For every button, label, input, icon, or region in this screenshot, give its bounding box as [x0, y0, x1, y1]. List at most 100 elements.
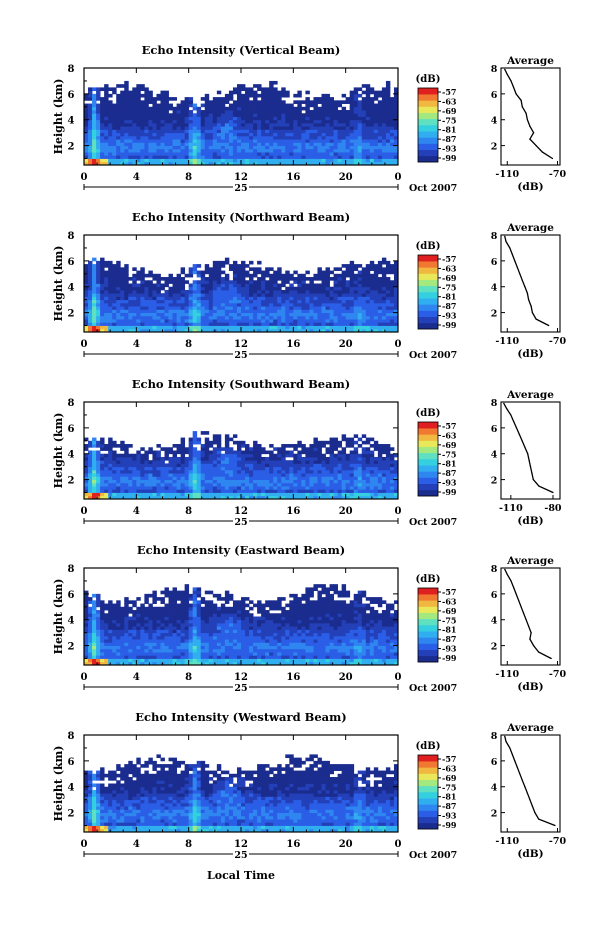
heatmap-cell [354, 284, 358, 288]
heatmap-cell [140, 126, 144, 130]
heatmap-cell [213, 303, 217, 307]
heatmap-cell [124, 444, 128, 448]
heatmap-cell [112, 136, 116, 140]
heatmap-cell [173, 136, 177, 140]
heatmap-cell [197, 473, 201, 477]
heatmap-cell [261, 136, 265, 140]
heatmap-cell [346, 287, 350, 291]
heatmap-cell [233, 441, 237, 445]
heatmap-cell [124, 326, 128, 330]
heatmap-cell [249, 159, 253, 163]
heatmap-cell [116, 463, 120, 467]
heatmap-cell [84, 600, 88, 604]
heatmap-cell [96, 296, 100, 300]
heatmap-cell [378, 313, 382, 317]
heatmap-cell [253, 155, 257, 159]
heatmap-cell [100, 123, 104, 127]
heatmap-cell [285, 110, 289, 114]
heatmap-cell [358, 107, 362, 111]
heatmap-cell [124, 480, 128, 484]
heatmap-cell [229, 113, 233, 117]
heatmap-cell [346, 139, 350, 143]
heatmap-cell [209, 290, 213, 294]
heatmap-cell [338, 267, 342, 271]
heatmap-cell [148, 129, 152, 133]
heatmap-cell [185, 306, 189, 310]
heatmap-cell [237, 313, 241, 317]
heatmap-cell [350, 139, 354, 143]
heatmap-cell [386, 296, 390, 300]
heatmap-cell [92, 152, 96, 156]
heatmap-cell [326, 155, 330, 159]
heatmap-cell [249, 326, 253, 330]
heatmap-cell [338, 306, 342, 310]
heatmap-cell [277, 303, 281, 307]
heatmap-cell [366, 84, 370, 88]
heatmap-cell [285, 326, 289, 330]
heatmap-cell [88, 444, 92, 448]
heatmap-cell [217, 473, 221, 477]
heatmap-cell [338, 110, 342, 114]
heatmap-cell [189, 486, 193, 490]
heatmap-cell [346, 152, 350, 156]
heatmap-cell [342, 139, 346, 143]
heatmap-cell [289, 480, 293, 484]
heatmap-cell [253, 444, 257, 448]
heatmap-cell [217, 149, 221, 153]
heatmap-cell [301, 274, 305, 278]
heatmap-cell [112, 113, 116, 117]
heatmap-cell [366, 142, 370, 146]
profile-point [533, 132, 534, 133]
heatmap-cell [309, 309, 313, 313]
heatmap-cell [152, 486, 156, 490]
heatmap-cell [88, 306, 92, 310]
heatmap-cell [100, 117, 104, 121]
heatmap-cell [297, 326, 301, 330]
colorbar-swatch [418, 459, 438, 465]
heatmap-cell [217, 113, 221, 117]
heatmap-cell [350, 460, 354, 464]
heatmap-cell [213, 139, 217, 143]
heatmap-cell [92, 454, 96, 458]
heatmap-cell [277, 149, 281, 153]
heatmap-cell [148, 136, 152, 140]
heatmap-cell [305, 322, 309, 326]
heatmap-cell [366, 309, 370, 313]
day-label: 25 [234, 517, 247, 528]
heatmap-cell [342, 306, 346, 310]
heatmap-cell [273, 493, 277, 497]
heatmap-cell [273, 139, 277, 143]
heatmap-cell [386, 319, 390, 323]
heatmap-cell [277, 457, 281, 461]
heatmap-cell [273, 277, 277, 281]
heatmap-cell [253, 280, 257, 284]
heatmap-cell [124, 451, 128, 455]
heatmap-cell [362, 277, 366, 281]
heatmap-cell [120, 309, 124, 313]
heatmap-cell [330, 451, 334, 455]
heatmap-cell [370, 284, 374, 288]
heatmap-cell [108, 451, 112, 455]
heatmap-cell [265, 129, 269, 133]
heatmap-cell [213, 155, 217, 159]
heatmap-cell [120, 120, 124, 124]
heatmap-cell [96, 117, 100, 121]
heatmap-cell [177, 306, 181, 310]
heatmap-cell [293, 120, 297, 124]
heatmap-cell [346, 117, 350, 121]
heatmap-cell [181, 277, 185, 281]
heatmap-cell [177, 277, 181, 281]
heatmap-cell [92, 451, 96, 455]
heatmap-cell [116, 277, 120, 281]
heatmap-cell [289, 287, 293, 291]
heatmap-cell [362, 129, 366, 133]
heatmap-cell [326, 441, 330, 445]
heatmap-cell [374, 271, 378, 275]
heatmap-cell [293, 129, 297, 133]
heatmap-cell [84, 447, 88, 451]
heatmap-cell [358, 493, 362, 497]
heatmap-cell [197, 126, 201, 130]
heatmap-cell [309, 284, 313, 288]
heatmap-cell [189, 271, 193, 275]
